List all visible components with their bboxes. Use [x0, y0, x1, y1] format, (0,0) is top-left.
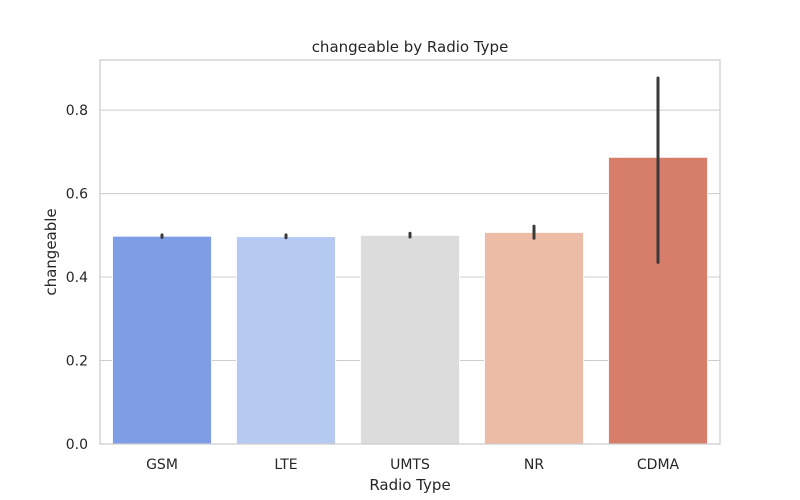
y-tick-label: 0.0: [66, 437, 88, 453]
x-tick-label: GSM: [146, 457, 178, 473]
y-tick-label: 0.2: [66, 354, 88, 370]
y-tick-labels: 0.0 0.2 0.4 0.6 0.8: [66, 103, 88, 453]
x-tick-label: NR: [524, 457, 544, 473]
bars: [111, 156, 709, 445]
chart-title: changeable by Radio Type: [312, 38, 509, 56]
y-tick-label: 0.8: [66, 103, 88, 119]
x-tick-label: LTE: [274, 457, 297, 473]
bar-umts: [359, 234, 461, 445]
bar-gsm: [111, 235, 213, 445]
x-tick-label: UMTS: [390, 457, 430, 473]
y-axis-label: changeable: [42, 208, 60, 295]
x-tick-label: CDMA: [637, 457, 680, 473]
bar-lte: [235, 236, 337, 445]
x-axis-label: Radio Type: [369, 476, 450, 494]
y-tick-label: 0.6: [66, 187, 88, 203]
x-tick-labels: GSM LTE UMTS NR CDMA: [146, 457, 679, 473]
plot-frame: [99, 59, 721, 445]
bar-nr: [483, 231, 585, 445]
error-bars: [160, 76, 660, 264]
y-tick-label: 0.4: [66, 270, 88, 286]
